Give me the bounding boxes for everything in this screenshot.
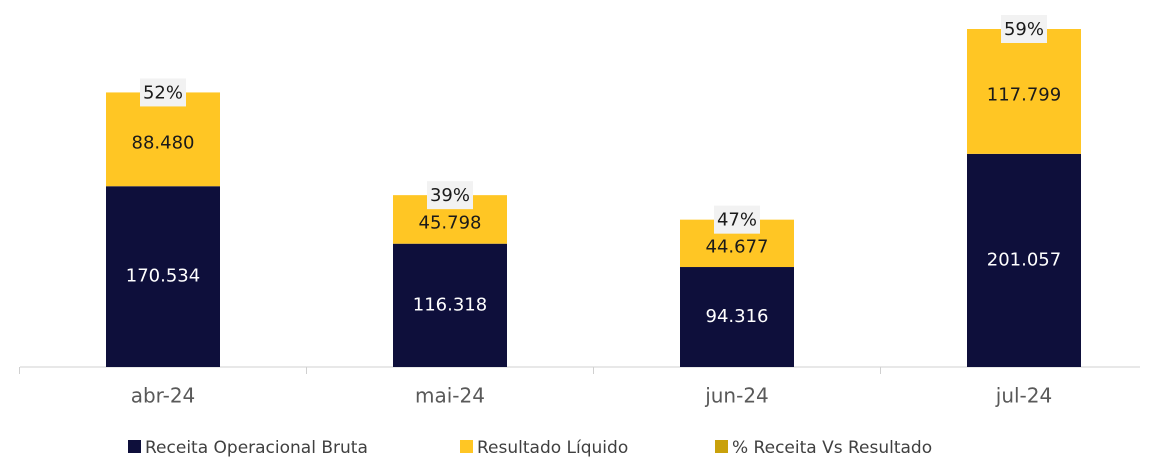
legend-label: % Receita Vs Resultado [732, 438, 932, 457]
value-label: 117.799 [987, 84, 1061, 105]
percent-box [1001, 15, 1047, 43]
legend-label: Resultado Líquido [477, 438, 628, 457]
legend-swatch [715, 440, 728, 453]
bar-segment [680, 267, 794, 367]
legend-swatch [460, 440, 473, 453]
x-tick-label: abr-24 [131, 384, 196, 408]
percent-label: 59% [1004, 19, 1044, 40]
x-tick-label: mai-24 [415, 384, 485, 408]
percent-box [714, 205, 760, 234]
x-tick-label: jul-24 [995, 384, 1052, 408]
percent-box [140, 78, 186, 107]
bar-segment [967, 153, 1081, 367]
value-label: 88.480 [132, 132, 195, 153]
legend-swatch [128, 440, 141, 453]
percent-box [427, 181, 473, 210]
bar-segment [106, 92, 220, 187]
bar-segment [967, 29, 1081, 154]
value-label: 116.318 [413, 294, 487, 315]
value-label: 170.534 [126, 266, 200, 287]
value-label: 45.798 [419, 212, 482, 233]
bar-segment [393, 243, 507, 367]
legend-label: Receita Operacional Bruta [145, 438, 368, 457]
value-label: 201.057 [987, 249, 1061, 270]
percent-label: 39% [430, 185, 470, 206]
value-label: 44.677 [706, 236, 769, 257]
percent-label: 47% [717, 210, 757, 231]
value-label: 94.316 [706, 306, 769, 327]
percent-label: 52% [143, 82, 183, 103]
x-tick-label: jun-24 [704, 384, 769, 408]
bar-segment [106, 186, 220, 367]
